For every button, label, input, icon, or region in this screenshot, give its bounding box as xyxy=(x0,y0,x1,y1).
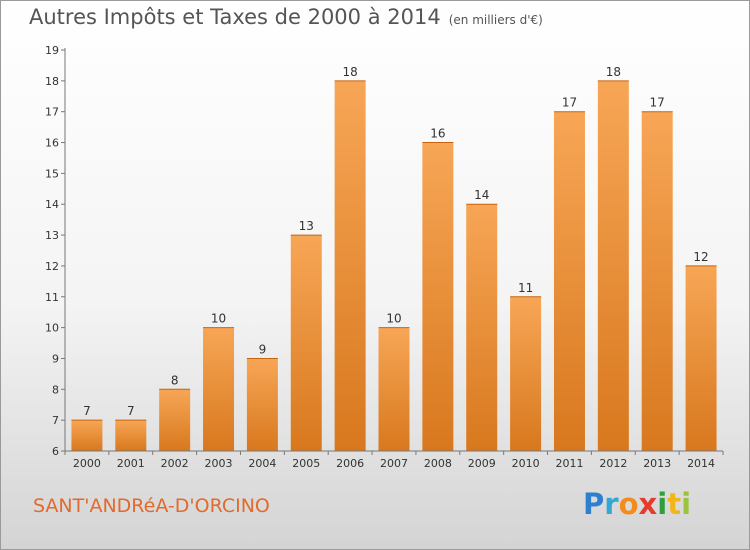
bar xyxy=(685,265,717,451)
x-tick-label: 2014 xyxy=(687,457,715,470)
logo-letter: o xyxy=(618,487,639,521)
bar-value-label: 12 xyxy=(693,250,708,264)
logo-letter: r xyxy=(604,487,619,521)
bar-value-label: 10 xyxy=(386,312,401,326)
logo-letter: i xyxy=(657,487,668,521)
bar xyxy=(510,296,542,451)
y-tick-label: 18 xyxy=(45,75,59,88)
y-tick-label: 9 xyxy=(52,352,59,365)
bar-value-label: 11 xyxy=(518,281,533,295)
x-tick-label: 2011 xyxy=(555,457,583,470)
bar-value-label: 10 xyxy=(211,312,226,326)
x-tick-label: 2008 xyxy=(424,457,452,470)
bars: 7 7 8 10 9 13 18 10 16 14 11 17 18 17 12 xyxy=(71,65,717,452)
bar-value-label: 7 xyxy=(83,404,91,418)
y-tick-label: 15 xyxy=(45,167,59,180)
bar-value-label: 18 xyxy=(342,65,357,79)
x-axis: 2000 2001 2002 2003 2004 2005 2006 2007 2008 2009… xyxy=(64,450,724,470)
chart-title-unit: (en milliers d'€) xyxy=(448,13,543,27)
bar xyxy=(115,420,147,451)
bar xyxy=(597,80,629,451)
bar xyxy=(290,235,322,451)
bar-value-label: 14 xyxy=(474,188,489,202)
bar-value-label: 9 xyxy=(259,342,267,356)
x-tick-label: 2009 xyxy=(468,457,496,470)
x-tick-label: 2006 xyxy=(336,457,364,470)
bar xyxy=(334,80,366,451)
y-axis: 6 7 8 9 10 11 12 13 14 15 16 17 18 19 xyxy=(45,44,66,458)
y-tick-label: 11 xyxy=(45,291,59,304)
y-tick-label: 7 xyxy=(52,414,59,427)
chart-title-text: Autres Impôts et Taxes de 2000 à 2014 xyxy=(29,5,441,29)
bar xyxy=(641,111,673,451)
logo-letter: i xyxy=(681,487,692,521)
x-tick-label: 2005 xyxy=(292,457,320,470)
bar-value-label: 8 xyxy=(171,373,179,387)
y-tick-label: 6 xyxy=(52,445,59,458)
logo-letter: P xyxy=(583,487,605,521)
x-tick-label: 2004 xyxy=(248,457,276,470)
x-tick-label: 2010 xyxy=(512,457,540,470)
commune-name: SANT'ANDRéA-D'ORCINO xyxy=(33,495,270,517)
x-tick-label: 2000 xyxy=(73,457,101,470)
x-tick-label: 2013 xyxy=(643,457,671,470)
bar-value-label: 18 xyxy=(606,65,621,79)
bar xyxy=(159,389,191,451)
x-tick-label: 2003 xyxy=(205,457,233,470)
bar xyxy=(553,111,585,451)
bar-value-label: 13 xyxy=(299,219,314,233)
y-tick-label: 19 xyxy=(45,44,59,57)
y-tick-label: 17 xyxy=(45,106,59,119)
bar xyxy=(466,204,498,451)
bar xyxy=(71,420,103,451)
y-tick-label: 8 xyxy=(52,383,59,396)
logo-letter: x xyxy=(638,487,658,521)
bar xyxy=(203,327,235,451)
bar-value-label: 17 xyxy=(562,96,577,110)
chart-title: Autres Impôts et Taxes de 2000 à 2014 (en… xyxy=(29,5,543,29)
bar xyxy=(422,142,454,452)
x-tick-label: 2002 xyxy=(161,457,189,470)
y-tick-label: 12 xyxy=(45,260,59,273)
bar-value-label: 16 xyxy=(430,127,445,141)
proxiti-logo[interactable]: Proxiti xyxy=(583,487,691,521)
logo-letter: t xyxy=(667,487,682,521)
bar xyxy=(378,327,410,451)
bar-value-label: 7 xyxy=(127,404,135,418)
x-tick-label: 2012 xyxy=(599,457,627,470)
x-tick-label: 2007 xyxy=(380,457,408,470)
y-tick-label: 10 xyxy=(45,322,59,335)
x-tick-label: 2001 xyxy=(117,457,145,470)
bar-value-label: 17 xyxy=(650,96,665,110)
y-tick-label: 13 xyxy=(45,229,59,242)
y-tick-label: 16 xyxy=(45,137,59,150)
y-tick-label: 14 xyxy=(45,198,59,211)
bar xyxy=(246,358,278,451)
